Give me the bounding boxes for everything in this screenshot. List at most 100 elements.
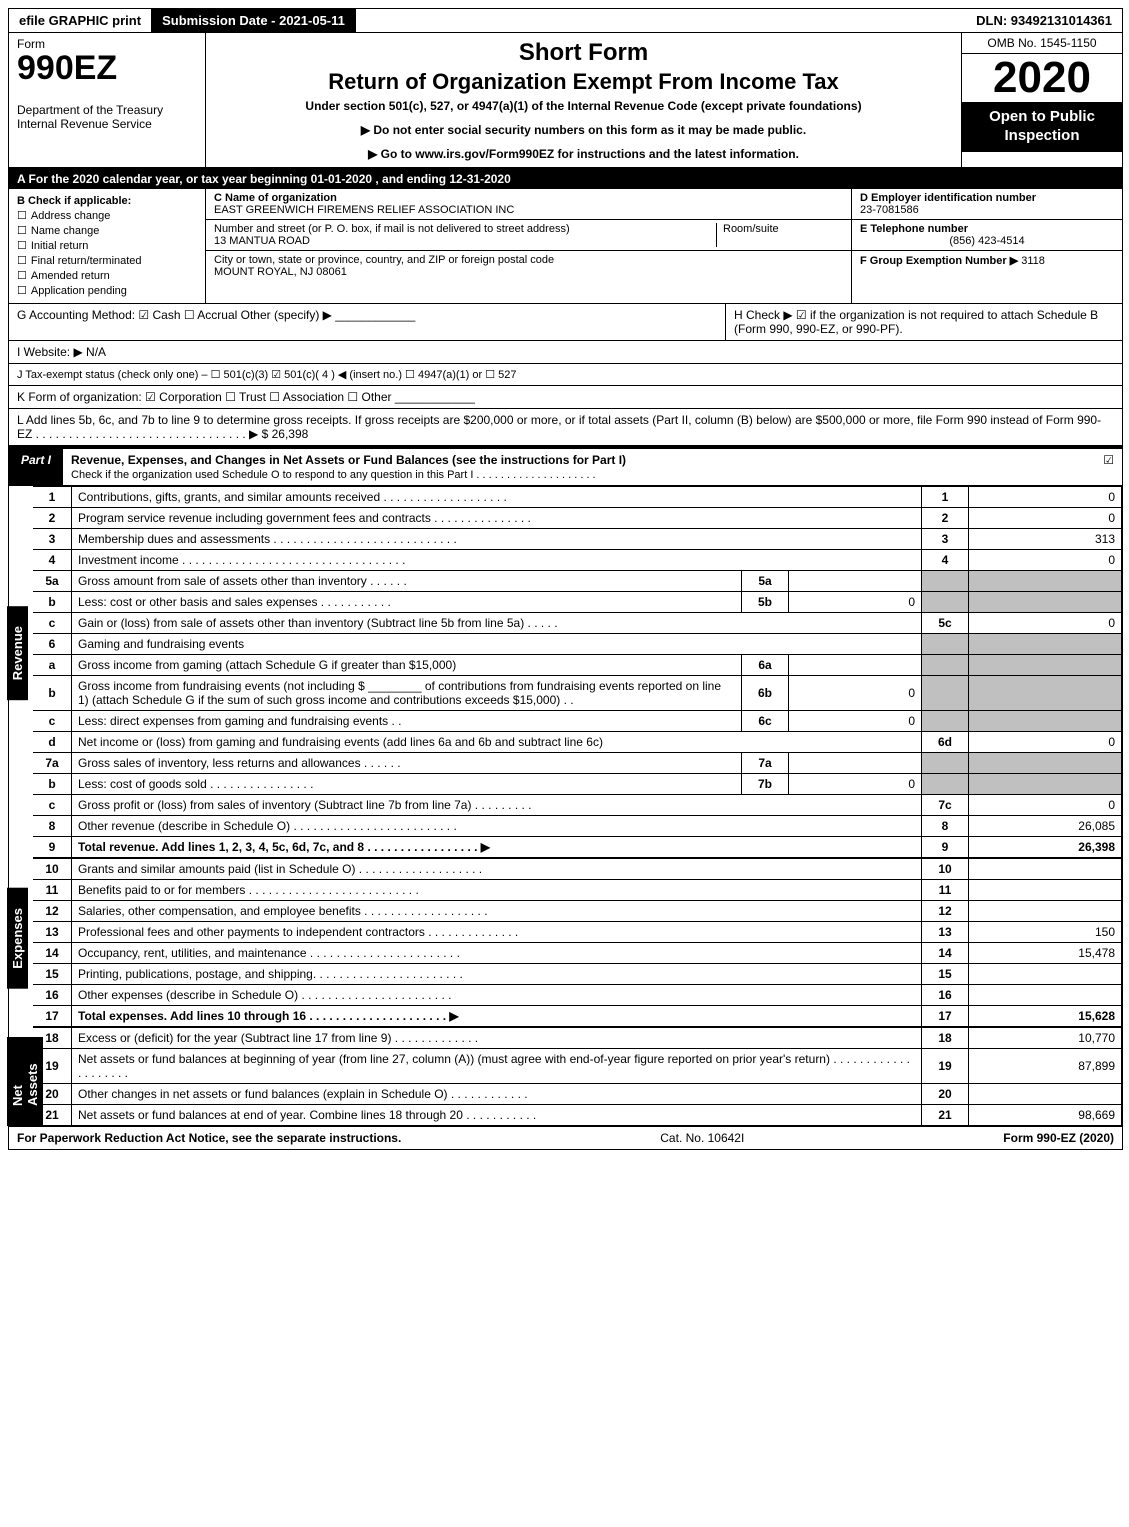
part-i-schedule-o-check[interactable]: ☑ bbox=[1095, 449, 1122, 485]
line-value: 98,669 bbox=[969, 1105, 1122, 1126]
line-ref: 19 bbox=[922, 1049, 969, 1084]
page-footer: For Paperwork Reduction Act Notice, see … bbox=[9, 1126, 1122, 1149]
ln-6c-desc: Less: direct expenses from gaming and fu… bbox=[72, 711, 742, 732]
line-desc: Salaries, other compensation, and employ… bbox=[72, 901, 922, 922]
line-ref: 12 bbox=[922, 901, 969, 922]
entity-info-grid: B Check if applicable: Address change Na… bbox=[9, 189, 1122, 304]
gh-row: G Accounting Method: ☑ Cash ☐ Accrual Ot… bbox=[9, 304, 1122, 341]
title-return: Return of Organization Exempt From Incom… bbox=[216, 69, 951, 95]
ein-value: 23-7081586 bbox=[860, 204, 919, 216]
line-desc: Other expenses (describe in Schedule O) … bbox=[72, 985, 922, 1006]
part-i-subtitle: Check if the organization used Schedule … bbox=[71, 469, 596, 481]
check-address-change[interactable]: Address change bbox=[17, 209, 197, 222]
ln-7c-oval: 0 bbox=[969, 795, 1122, 816]
line-number: 15 bbox=[33, 964, 72, 985]
line-value: 10,770 bbox=[969, 1028, 1122, 1049]
ln-6c-oval bbox=[969, 711, 1122, 732]
row-6c: c Less: direct expenses from gaming and … bbox=[33, 711, 1122, 732]
line-number: 10 bbox=[33, 859, 72, 880]
line-value bbox=[969, 964, 1122, 985]
ln-5c-onum: 5c bbox=[922, 613, 969, 634]
line-desc: Net assets or fund balances at end of ye… bbox=[72, 1105, 922, 1126]
line-value: 0 bbox=[969, 508, 1122, 529]
line-i-website: I Website: ▶ N/A bbox=[9, 341, 1122, 364]
ln-6d-num: d bbox=[33, 732, 72, 753]
city-value: MOUNT ROYAL, NJ 08061 bbox=[214, 266, 347, 278]
row-6: 6 Gaming and fundraising events bbox=[33, 634, 1122, 655]
line-ref: 11 bbox=[922, 880, 969, 901]
table-row: 14 Occupancy, rent, utilities, and maint… bbox=[33, 943, 1122, 964]
ln-6b-onum bbox=[922, 676, 969, 711]
table-row: 18 Excess or (deficit) for the year (Sub… bbox=[33, 1028, 1122, 1049]
ln-9-num: 9 bbox=[33, 837, 72, 858]
row-5c: c Gain or (loss) from sale of assets oth… bbox=[33, 613, 1122, 634]
box-d: D Employer identification number 23-7081… bbox=[852, 189, 1122, 220]
expenses-side-tab: Expenses bbox=[7, 888, 28, 989]
address-label: Number and street (or P. O. box, if mail… bbox=[214, 223, 570, 235]
line-value: 0 bbox=[969, 487, 1122, 508]
org-address-row: Number and street (or P. O. box, if mail… bbox=[206, 220, 851, 251]
check-final-return[interactable]: Final return/terminated bbox=[17, 254, 197, 267]
efile-print-button[interactable]: efile GRAPHIC print bbox=[9, 9, 152, 32]
form-year-block: OMB No. 1545-1150 2020 Open to Public In… bbox=[961, 33, 1122, 167]
submission-date-badge: Submission Date - 2021-05-11 bbox=[152, 9, 356, 32]
check-application-pending[interactable]: Application pending bbox=[17, 284, 197, 297]
line-value: 15,628 bbox=[969, 1006, 1122, 1027]
ein-label: D Employer identification number bbox=[860, 192, 1036, 204]
ln-7b-ival: 0 bbox=[789, 774, 922, 795]
row-7c: c Gross profit or (loss) from sales of i… bbox=[33, 795, 1122, 816]
footer-paperwork: For Paperwork Reduction Act Notice, see … bbox=[17, 1131, 401, 1145]
ln-6b-ival: 0 bbox=[789, 676, 922, 711]
line-number: 14 bbox=[33, 943, 72, 964]
check-name-change[interactable]: Name change bbox=[17, 224, 197, 237]
org-name-row: C Name of organization EAST GREENWICH FI… bbox=[206, 189, 851, 220]
topbar-spacer bbox=[356, 9, 966, 32]
city-label: City or town, state or province, country… bbox=[214, 254, 554, 266]
table-row: 3 Membership dues and assessments . . . … bbox=[33, 529, 1122, 550]
footer-form-id: Form 990-EZ (2020) bbox=[1003, 1131, 1114, 1145]
ln-6-oval bbox=[969, 634, 1122, 655]
line-desc: Other changes in net assets or fund bala… bbox=[72, 1084, 922, 1105]
line-ref: 18 bbox=[922, 1028, 969, 1049]
ln-9-oval: 26,398 bbox=[969, 837, 1122, 858]
box-f: F Group Exemption Number ▶ 3118 bbox=[852, 251, 1122, 270]
ln-6a-onum bbox=[922, 655, 969, 676]
omb-number: OMB No. 1545-1150 bbox=[962, 33, 1122, 54]
line-desc: Contributions, gifts, grants, and simila… bbox=[72, 487, 922, 508]
check-initial-return[interactable]: Initial return bbox=[17, 239, 197, 252]
form-990ez-page: efile GRAPHIC print Submission Date - 20… bbox=[8, 8, 1123, 1150]
open-to-public-badge: Open to Public Inspection bbox=[962, 102, 1122, 152]
ln-5b-ival: 0 bbox=[789, 592, 922, 613]
table-row: 2 Program service revenue including gove… bbox=[33, 508, 1122, 529]
check-amended-return[interactable]: Amended return bbox=[17, 269, 197, 282]
ln-6-desc: Gaming and fundraising events bbox=[72, 634, 922, 655]
ln-6b-inum: 6b bbox=[742, 676, 789, 711]
line-desc: Total expenses. Add lines 10 through 16 … bbox=[72, 1006, 922, 1027]
ln-6b-desc: Gross income from fundraising events (no… bbox=[72, 676, 742, 711]
ln-5b-inum: 5b bbox=[742, 592, 789, 613]
row-5a: 5a Gross amount from sale of assets othe… bbox=[33, 571, 1122, 592]
ln-6-num: 6 bbox=[33, 634, 72, 655]
revenue-side-tab: Revenue bbox=[7, 606, 28, 700]
tax-year: 2020 bbox=[962, 54, 1122, 102]
ln-6b-num: b bbox=[33, 676, 72, 711]
footer-cat-no: Cat. No. 10642I bbox=[401, 1131, 1003, 1145]
ln-8-oval: 26,085 bbox=[969, 816, 1122, 837]
ln-5c-desc: Gain or (loss) from sale of assets other… bbox=[72, 613, 922, 634]
net-assets-side-tab: Net Assets bbox=[7, 1037, 43, 1126]
line-number: 17 bbox=[33, 1006, 72, 1027]
ln-5b-num: b bbox=[33, 592, 72, 613]
ln-6d-desc: Net income or (loss) from gaming and fun… bbox=[72, 732, 922, 753]
line-number: 1 bbox=[33, 487, 72, 508]
box-c: C Name of organization EAST GREENWICH FI… bbox=[206, 189, 851, 303]
line-value: 0 bbox=[969, 550, 1122, 571]
goto-link[interactable]: ▶ Go to www.irs.gov/Form990EZ for instru… bbox=[216, 147, 951, 161]
ln-6a-desc: Gross income from gaming (attach Schedul… bbox=[72, 655, 742, 676]
line-number: 4 bbox=[33, 550, 72, 571]
ln-5c-num: c bbox=[33, 613, 72, 634]
line-ref: 4 bbox=[922, 550, 969, 571]
ln-6a-inum: 6a bbox=[742, 655, 789, 676]
row-6a: a Gross income from gaming (attach Sched… bbox=[33, 655, 1122, 676]
title-short-form: Short Form bbox=[216, 39, 951, 67]
top-bar: efile GRAPHIC print Submission Date - 20… bbox=[9, 9, 1122, 33]
